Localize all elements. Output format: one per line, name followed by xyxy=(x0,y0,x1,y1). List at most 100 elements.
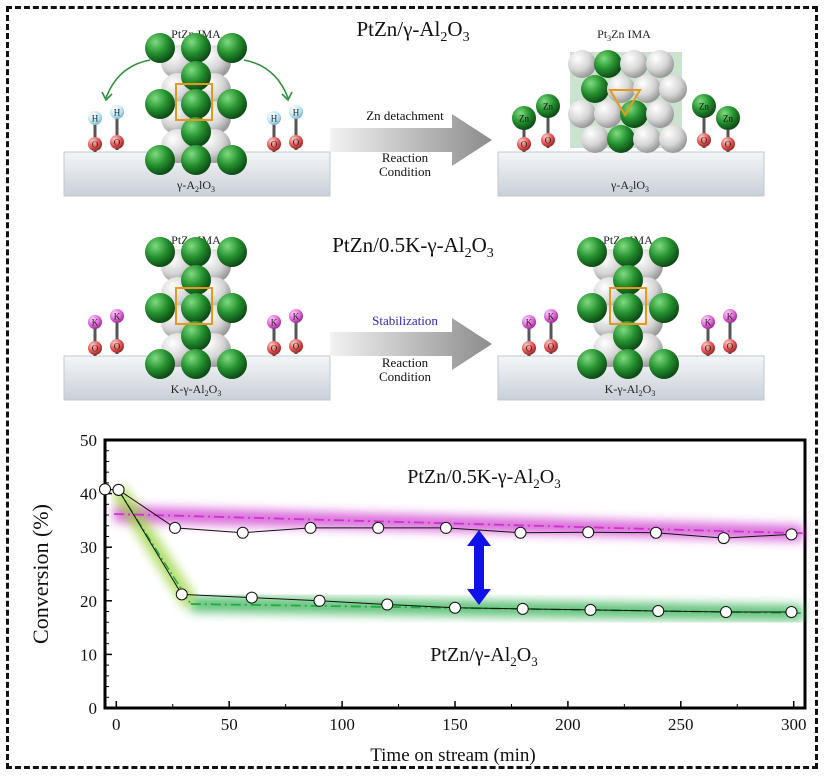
migration-arrow-left xyxy=(105,59,151,99)
zn-atom xyxy=(649,237,679,267)
zn-atom xyxy=(613,237,643,267)
unit-cell-highlight-middle-right xyxy=(609,287,647,325)
potassium-atom xyxy=(522,315,536,329)
hydroxyl-groups-left: O H O H xyxy=(88,105,124,152)
oxygen-label: O xyxy=(271,344,278,354)
potassium-atom xyxy=(544,309,558,323)
data-point xyxy=(381,598,394,611)
data-point xyxy=(514,526,527,539)
zn-atom xyxy=(181,33,211,63)
zn-atom xyxy=(577,237,607,267)
arrow-label-reaction: Reaction xyxy=(382,150,429,165)
zn-atom xyxy=(181,321,211,351)
ima-label-right: Pt3Zn IMA xyxy=(597,27,651,43)
data-point xyxy=(785,528,798,541)
hydroxyl-groups-right: O H O H xyxy=(267,105,303,152)
data-point xyxy=(99,483,111,496)
zn-atom xyxy=(145,145,175,175)
pt-atom xyxy=(659,75,687,103)
conversion-chart: 0 50 100 150 200 250 300 0 10 20 30 40 50 PtZn/0.5K-… xyxy=(28,431,807,766)
hydrogen-atom xyxy=(289,105,303,119)
hydrogen-atom xyxy=(110,105,124,119)
ptzn-cluster-left xyxy=(145,33,247,175)
x-tick-label: 150 xyxy=(442,715,468,734)
pt-atom xyxy=(633,125,661,153)
y-tick-label: 30 xyxy=(80,538,97,557)
oxygen-label: O xyxy=(725,140,732,150)
oxygen-atom xyxy=(289,339,303,353)
zn-hydroxyl-groups: O Zn O Zn O Zn O Zn xyxy=(512,94,740,152)
zn-atom xyxy=(649,293,679,323)
zn-atom xyxy=(613,293,643,323)
middle-panel-title: PtZn/0.5K-γ-Al2O3 xyxy=(332,233,494,261)
k-oxide-groups-left-inner: O K O K xyxy=(267,309,303,356)
k-support-label-left: K-γ-Al2O3 xyxy=(171,382,222,398)
zn-atom xyxy=(217,145,247,175)
oxygen-atom xyxy=(517,137,531,151)
x-tick-label: 0 xyxy=(112,715,121,734)
oxygen-atom xyxy=(88,137,102,151)
oxygen-atom xyxy=(267,137,281,151)
zn-atom xyxy=(181,89,211,119)
y-tick-label: 0 xyxy=(89,699,98,718)
potassium-atom xyxy=(289,309,303,323)
trend-lines xyxy=(114,489,803,615)
zn-atom xyxy=(145,293,175,323)
zn-atom xyxy=(181,265,211,295)
data-point xyxy=(372,521,385,534)
zn-atom xyxy=(217,293,247,323)
pt-atom xyxy=(594,100,622,128)
pt-atom xyxy=(659,125,687,153)
oxygen-atom xyxy=(544,339,558,353)
data-point xyxy=(516,602,529,615)
potassium-atom xyxy=(723,309,737,323)
trend-line xyxy=(114,513,803,535)
pt-atom xyxy=(568,50,596,78)
x-tick-label: 200 xyxy=(555,715,581,734)
atom-label: K xyxy=(271,318,278,328)
oxygen-atom xyxy=(522,341,536,355)
oxygen-label: O xyxy=(92,344,99,354)
oxygen-label: O xyxy=(92,140,99,150)
oxygen-atom xyxy=(541,133,555,147)
zn-atom xyxy=(607,125,635,153)
atom-label: Zn xyxy=(699,102,709,112)
oxygen-atom xyxy=(88,341,102,355)
zn-atom xyxy=(181,61,211,91)
arrow-label-reaction-middle: Reaction xyxy=(382,355,429,370)
zn-atom xyxy=(512,106,536,130)
oxygen-atom xyxy=(267,341,281,355)
oxygen-label: O xyxy=(521,140,528,150)
x-tick-label: 100 xyxy=(329,715,355,734)
zn-atom xyxy=(217,33,247,63)
zn-atom xyxy=(613,265,643,295)
zn-atom xyxy=(181,293,211,323)
arrow-label-condition: Condition xyxy=(379,164,432,179)
zn-atom xyxy=(649,349,679,379)
oxygen-atom xyxy=(697,133,711,147)
atom-label: Zn xyxy=(723,114,733,124)
data-point xyxy=(175,588,188,601)
series-label-undoped: PtZn/γ-Al2O3 xyxy=(430,644,537,669)
zn-atom xyxy=(181,145,211,175)
zn-atom xyxy=(581,75,609,103)
arrow-label-condition-middle: Condition xyxy=(379,369,432,384)
series-label-k-doped: PtZn/0.5K-γ-Al2O3 xyxy=(407,466,561,491)
series-line xyxy=(104,488,792,539)
oxygen-atom xyxy=(110,339,124,353)
triangle-highlight xyxy=(608,89,642,117)
pt-atom xyxy=(633,75,661,103)
zn-atom xyxy=(217,237,247,267)
data-point xyxy=(313,594,326,607)
zn-atom xyxy=(613,321,643,351)
oxygen-label: O xyxy=(271,140,278,150)
zn-atom xyxy=(181,349,211,379)
pt-atom xyxy=(568,100,596,128)
support-slab-right: γ-A2lO3 xyxy=(497,151,765,197)
pt-atom xyxy=(646,100,674,128)
potassium-atom xyxy=(267,315,281,329)
middle-panel: PtZn/0.5K-γ-Al2O3 K-γ-Al2O3 PtZn IMA OKO… xyxy=(63,233,765,401)
data-point xyxy=(169,521,181,534)
atom-label: K xyxy=(705,318,712,328)
